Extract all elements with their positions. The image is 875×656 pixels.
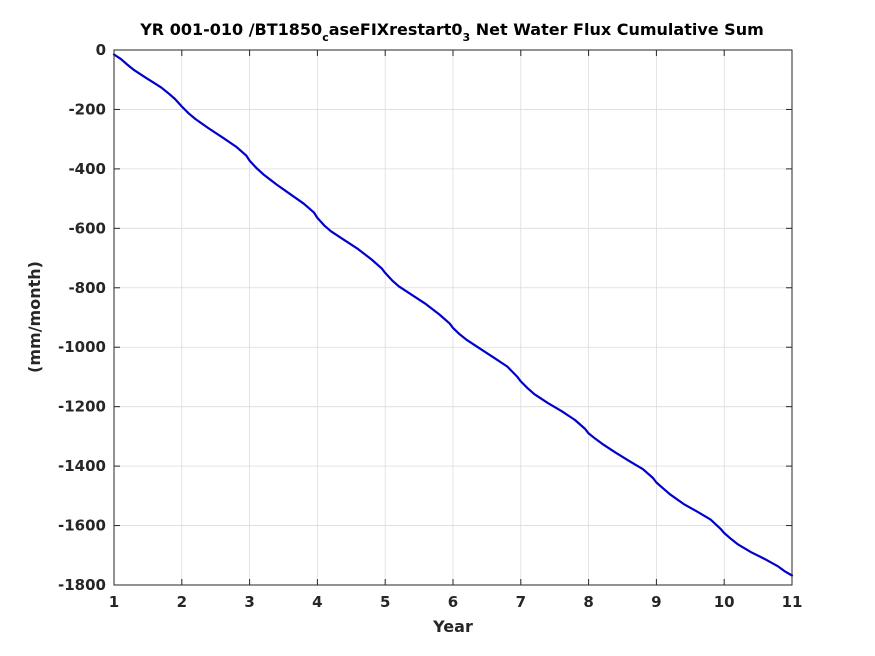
x-tick-labels: 1 2 3 4 5 6 7 8 9 10 11 — [109, 593, 803, 611]
y-tick-label: -1400 — [58, 457, 106, 475]
x-tick-label: 9 — [651, 593, 661, 611]
y-axis-label: (mm/month) — [25, 261, 44, 373]
y-tick-label: -1200 — [58, 398, 106, 416]
y-tick-label: -600 — [68, 219, 106, 237]
y-tick-label: -800 — [68, 279, 106, 297]
y-tick-label: -200 — [68, 100, 106, 118]
y-tick-label: -1600 — [58, 517, 106, 535]
y-tick-label: -1000 — [58, 338, 106, 356]
x-tick-label: 5 — [380, 593, 390, 611]
x-tick-label: 10 — [714, 593, 735, 611]
ticks — [113, 49, 793, 586]
x-tick-label: 7 — [516, 593, 526, 611]
chart-title: YR 001-010 /BT1850caseFIXrestart03 Net W… — [139, 20, 764, 44]
grid — [114, 50, 792, 585]
x-tick-label: 6 — [448, 593, 458, 611]
x-tick-label: 8 — [583, 593, 593, 611]
series-line — [112, 53, 794, 577]
x-tick-label: 11 — [782, 593, 803, 611]
x-tick-label: 3 — [244, 593, 254, 611]
x-tick-label: 2 — [177, 593, 187, 611]
y-tick-labels: 0 -200 -400 -600 -800 -1000 -1200 -1400 -1600 -18… — [58, 41, 106, 594]
y-tick-label: 0 — [96, 41, 106, 59]
x-axis-label: Year — [432, 617, 473, 636]
series-layer — [112, 53, 794, 577]
x-tick-label: 4 — [312, 593, 322, 611]
x-tick-label: 1 — [109, 593, 119, 611]
y-tick-label: -400 — [68, 160, 106, 178]
y-tick-label: -1800 — [58, 576, 106, 594]
